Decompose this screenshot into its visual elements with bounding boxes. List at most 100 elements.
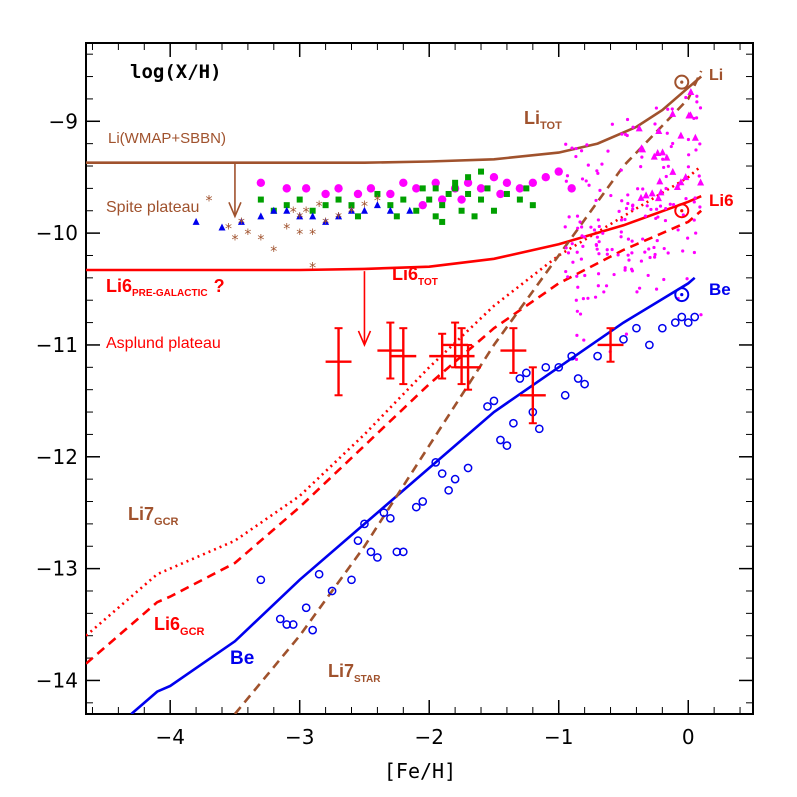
scatter-point-be-open-circle bbox=[483, 402, 492, 411]
plot-frame bbox=[85, 42, 754, 715]
solar-symbol-li bbox=[674, 74, 690, 90]
scatter-point-magenta-dot bbox=[664, 186, 668, 191]
scatter-point-green-square bbox=[309, 207, 316, 214]
scatter-point-magenta-circle bbox=[567, 184, 576, 193]
scatter-point-magenta-dot bbox=[624, 332, 629, 336]
scatter-point-magenta-dot bbox=[653, 255, 657, 259]
scatter-point-magenta-circle bbox=[334, 184, 343, 193]
scatter-point-magenta-dot bbox=[695, 100, 699, 104]
scatter-point-be-open-circle bbox=[463, 463, 473, 473]
scatter-point-magenta-triangle bbox=[687, 111, 695, 119]
scatter-point-magenta-dot bbox=[595, 247, 599, 251]
scatter-point-magenta-dot bbox=[582, 338, 586, 342]
scatter-point-magenta-dot bbox=[619, 230, 623, 234]
scatter-point-green-square bbox=[257, 196, 264, 203]
scatter-point-be-open-circle bbox=[373, 553, 382, 562]
scatter-point-magenta-dot bbox=[636, 187, 640, 191]
scatter-point-magenta-dot bbox=[620, 132, 624, 136]
scatter-point-brown-star: * bbox=[316, 199, 323, 215]
axis-ticks: −4 −3 −2 −1 0−9−10−11−12−13−14 bbox=[36, 43, 753, 749]
scatter-point-magenta-dot bbox=[564, 179, 568, 183]
scatter-point-be-open-circle bbox=[366, 547, 376, 557]
scatter-point-green-square bbox=[419, 185, 426, 192]
scatter-point-green-square bbox=[465, 190, 472, 197]
li-upper-limit-arrow-head bbox=[228, 202, 242, 219]
scatter-point-magenta-dot bbox=[635, 290, 639, 294]
scatter-point-brown-star: * bbox=[231, 233, 238, 249]
scatter-point-be-open-circle bbox=[411, 502, 421, 512]
scatter-point-be-open-circle bbox=[534, 424, 544, 434]
scatter-point-green-square bbox=[400, 196, 407, 203]
scatter-point-magenta-dot bbox=[654, 287, 659, 291]
scatter-point-magenta-dot bbox=[654, 106, 658, 110]
label-li-tot: LiTOT bbox=[524, 108, 562, 132]
scatter-point-blue-triangle bbox=[270, 206, 278, 214]
scatter-point-be-open-circle bbox=[437, 469, 447, 478]
scatter-point-be-open-circle bbox=[554, 362, 564, 372]
scatter-point-magenta-triangle bbox=[669, 167, 677, 175]
scatter-point-magenta-dot bbox=[596, 272, 601, 276]
scatter-point-be-open-circle bbox=[353, 536, 363, 546]
label-li6-gcr: Li6GCR bbox=[154, 614, 205, 638]
scatter-point-magenta-dot bbox=[671, 141, 675, 146]
scatter-point-magenta-dot bbox=[641, 237, 645, 241]
scatter-point-magenta-dot bbox=[564, 246, 568, 250]
y-tick-label: −11 bbox=[36, 333, 78, 357]
scatter-point-magenta-dot bbox=[580, 234, 584, 238]
scatter-point-magenta-triangle bbox=[659, 148, 667, 156]
scatter-point-magenta-dot bbox=[605, 252, 609, 256]
scatter-point-be-open-circle bbox=[444, 485, 453, 495]
label-solar-be: Be bbox=[709, 280, 731, 299]
label-solar-li: Li bbox=[709, 67, 723, 84]
scatter-point-blue-triangle bbox=[373, 201, 381, 209]
scatter-point-magenta-dot bbox=[694, 231, 698, 235]
scatter-point-magenta-dot bbox=[664, 174, 668, 179]
scatter-point-green-square bbox=[426, 196, 433, 203]
label-li6-pre-galactic: Li6PRE-GALACTIC? bbox=[106, 276, 225, 299]
scatter-point-magenta-dot bbox=[596, 218, 600, 222]
scatter-point-be-open-circle bbox=[431, 458, 441, 467]
label-solar-li6: Li6 bbox=[709, 191, 734, 210]
scatter-point-green-square bbox=[283, 202, 290, 209]
scatter-point-magenta-circle bbox=[515, 184, 525, 193]
scatter-point-magenta-dot bbox=[668, 202, 672, 206]
scatter-point-be-open-circle bbox=[560, 390, 570, 400]
scatter-point-magenta-dot bbox=[645, 204, 649, 208]
scatter-point-magenta-circle bbox=[412, 184, 421, 193]
scatter-point-blue-triangle bbox=[360, 206, 368, 214]
scatter-point-magenta-dot bbox=[631, 207, 635, 211]
scatter-point-blue-triangle bbox=[237, 217, 245, 225]
scatter-point-magenta-dot bbox=[570, 242, 574, 246]
scatter-point-magenta-dot bbox=[684, 197, 688, 201]
scatter-point-brown-star: * bbox=[309, 227, 316, 243]
scatter-point-magenta-circle bbox=[301, 184, 311, 193]
scatter-point-green-square bbox=[445, 190, 452, 197]
li6-upper-limit-arrow-head bbox=[357, 330, 372, 347]
scatter-point-green-square bbox=[452, 185, 459, 192]
scatter-point-be-open-circle bbox=[502, 441, 512, 450]
scatter-point-green-square bbox=[432, 213, 439, 220]
scatter-point-magenta-dot bbox=[601, 231, 605, 235]
x-axis-title: [Fe/H] bbox=[384, 759, 456, 783]
scatter-point-magenta-circle bbox=[431, 178, 440, 187]
label-li6-tot: Li6TOT bbox=[392, 264, 438, 288]
scatter-point-green-square bbox=[354, 213, 361, 220]
scatter-point-brown-star: * bbox=[348, 205, 355, 221]
scatter-point-magenta-dot bbox=[623, 268, 627, 272]
scatter-point-magenta-triangle bbox=[648, 189, 656, 197]
scatter-point-magenta-dot bbox=[694, 148, 698, 152]
scatter-point-magenta-dot bbox=[564, 142, 568, 146]
solar-symbol-dot-li6 bbox=[680, 209, 684, 213]
scatter-point-be-open-circle bbox=[379, 508, 389, 518]
scatter-point-brown-star: * bbox=[296, 210, 303, 226]
scatter-point-magenta-dot bbox=[565, 174, 570, 178]
x-tick-label: 0 bbox=[682, 725, 695, 749]
scatter-point-magenta-dot bbox=[586, 296, 590, 300]
scatter-point-magenta-triangle bbox=[682, 173, 690, 181]
label-li-wmap: Li(WMAP+SBBN) bbox=[108, 130, 226, 147]
scatter-point-magenta-dot bbox=[597, 240, 601, 244]
scatter-point-magenta-dot bbox=[612, 272, 616, 277]
scatter-point-be-open-circle bbox=[418, 497, 428, 506]
scatter-point-magenta-dot bbox=[594, 198, 598, 203]
series-line-li7-star bbox=[233, 70, 703, 714]
